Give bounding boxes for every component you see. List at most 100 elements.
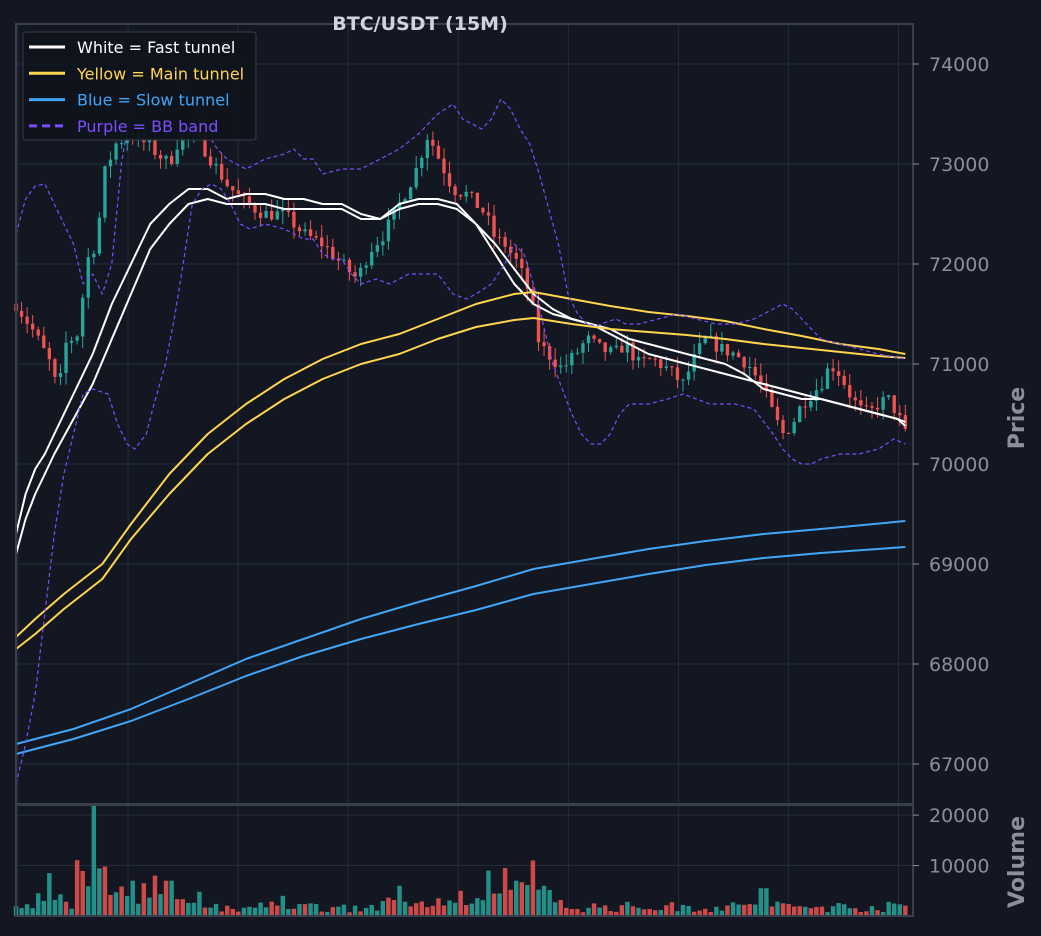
volume-bar bbox=[636, 907, 641, 916]
candle-body bbox=[258, 212, 263, 218]
candle-down bbox=[675, 357, 680, 389]
series-line bbox=[15, 291, 906, 638]
candle-body bbox=[58, 373, 63, 377]
candle-body bbox=[614, 345, 618, 348]
candle-body bbox=[564, 365, 568, 367]
volume-bar bbox=[275, 905, 280, 916]
volume-bar bbox=[747, 904, 752, 916]
volume-bar bbox=[858, 912, 864, 916]
candle-down bbox=[47, 342, 52, 371]
volume-bar bbox=[130, 880, 135, 916]
volume-bar bbox=[269, 901, 274, 916]
volume-bar bbox=[830, 906, 836, 916]
candle-body bbox=[903, 415, 908, 429]
volume-bar bbox=[586, 907, 591, 916]
candle-body bbox=[153, 140, 157, 155]
candle-body bbox=[625, 342, 630, 353]
candle-body bbox=[786, 432, 791, 434]
candle-down bbox=[592, 334, 596, 343]
candle-up bbox=[731, 350, 735, 360]
y-tick-label: 73000 bbox=[929, 154, 989, 176]
candle-body bbox=[420, 157, 424, 168]
volume-bar bbox=[224, 905, 230, 916]
volume-bar bbox=[430, 905, 436, 916]
candle-body bbox=[331, 246, 335, 259]
volume-bar bbox=[141, 883, 147, 916]
candle-body bbox=[603, 342, 607, 353]
volume-bar bbox=[291, 908, 297, 916]
candle-body bbox=[264, 211, 268, 218]
candle-body bbox=[320, 237, 324, 247]
candle-down bbox=[225, 168, 229, 188]
volume-bar bbox=[836, 903, 841, 916]
volume-bar bbox=[797, 906, 802, 916]
volume-bar bbox=[569, 909, 575, 916]
volume-bar bbox=[464, 904, 469, 916]
candle-body bbox=[514, 252, 518, 259]
candle-body bbox=[731, 352, 735, 356]
candle-body bbox=[119, 143, 124, 145]
candle-body bbox=[675, 367, 680, 380]
volume-bar bbox=[375, 910, 380, 916]
candle-down bbox=[892, 395, 896, 421]
candle-body bbox=[709, 335, 713, 338]
volume-bar bbox=[803, 906, 808, 916]
candle-down bbox=[659, 356, 663, 376]
volume-bar bbox=[686, 906, 691, 916]
volume-bar bbox=[819, 906, 825, 916]
volume-bar bbox=[475, 898, 480, 916]
candle-down bbox=[736, 349, 741, 358]
series-line bbox=[15, 317, 906, 650]
volume-bar bbox=[591, 903, 597, 916]
candle-body bbox=[803, 406, 807, 408]
candle-up bbox=[75, 334, 79, 345]
series-line bbox=[15, 546, 906, 755]
volume-bar bbox=[669, 902, 675, 916]
candle-up bbox=[175, 137, 179, 167]
candle-body bbox=[531, 288, 535, 305]
candle-up bbox=[792, 417, 796, 436]
volume-bar bbox=[86, 886, 91, 916]
candle-body bbox=[809, 400, 813, 408]
volume-bar bbox=[458, 890, 463, 916]
candle-down bbox=[431, 131, 435, 156]
candle-body bbox=[798, 406, 802, 423]
volume-bar bbox=[252, 907, 258, 916]
candle-body bbox=[442, 158, 446, 174]
candle-up bbox=[375, 236, 379, 258]
volume-bar bbox=[602, 905, 608, 916]
volume-bar bbox=[297, 904, 302, 916]
volume-bar bbox=[163, 880, 169, 916]
volume-bar bbox=[658, 909, 663, 916]
volume-bar bbox=[213, 903, 219, 916]
candle-up bbox=[559, 356, 563, 374]
candle-body bbox=[503, 237, 507, 247]
candle-body bbox=[414, 167, 418, 188]
volume-bar bbox=[241, 907, 247, 916]
candle-body bbox=[92, 253, 96, 258]
candle-body bbox=[759, 375, 763, 384]
candle-body bbox=[497, 236, 502, 238]
candle-body bbox=[686, 371, 691, 380]
candle-up bbox=[164, 154, 168, 170]
candle-body bbox=[408, 187, 413, 200]
y-tick-label: 74000 bbox=[929, 54, 989, 76]
volume-bar bbox=[186, 902, 191, 916]
candle-body bbox=[103, 166, 107, 218]
candle-body bbox=[397, 202, 402, 209]
volume-bar bbox=[564, 907, 569, 916]
candle-body bbox=[825, 368, 830, 389]
volume-bar bbox=[174, 899, 180, 916]
candle-up bbox=[69, 336, 74, 354]
candle-up bbox=[397, 193, 402, 220]
volume-bar bbox=[630, 906, 636, 916]
candle-body bbox=[831, 368, 835, 372]
candle-up bbox=[609, 345, 613, 355]
candle-body bbox=[631, 342, 635, 361]
volume-bar bbox=[730, 902, 736, 916]
candle-body bbox=[770, 390, 774, 407]
candle-body bbox=[19, 310, 24, 317]
volume-bar bbox=[614, 911, 619, 916]
candle-up bbox=[636, 350, 641, 368]
candle-body bbox=[169, 155, 174, 164]
